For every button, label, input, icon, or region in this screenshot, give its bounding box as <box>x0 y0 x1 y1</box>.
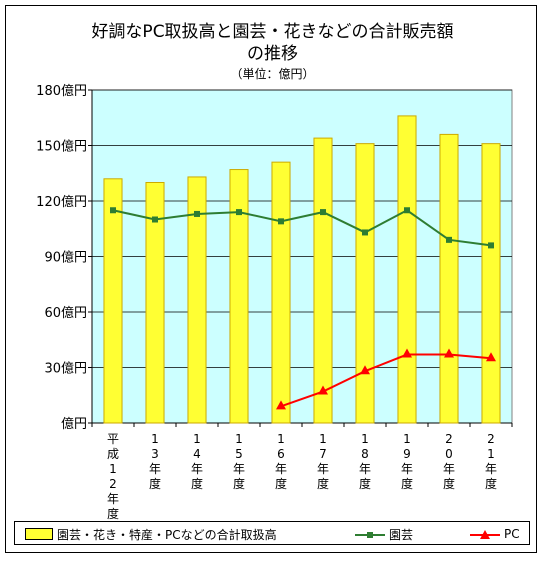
x-tick-label: 1 <box>235 432 243 446</box>
bar <box>355 143 375 424</box>
legend-swatch-pc <box>470 529 500 539</box>
x-tick-label: 9 <box>403 447 411 461</box>
x-tick-label: 年 <box>401 462 413 476</box>
x-tick-label: 1 <box>319 432 327 446</box>
x-tick-label: 度 <box>107 506 119 521</box>
pc-point <box>402 348 412 358</box>
x-tick-label: 成 <box>107 447 119 461</box>
legend-label-engei: 園芸 <box>389 527 414 542</box>
engei-line <box>112 209 492 247</box>
bar <box>271 161 291 424</box>
bar <box>313 137 333 424</box>
y-tick-label: 60億円 <box>44 305 87 321</box>
x-tick-label: 度 <box>401 476 413 491</box>
x-tick-label: 1 <box>403 432 411 446</box>
x-tick-label: 年 <box>317 462 329 476</box>
x-tick-label: 度 <box>443 476 455 491</box>
bar <box>229 169 249 424</box>
x-tick-label: 7 <box>319 447 327 461</box>
chart-title-line1: 好調なPC取扱高と園芸・花きなどの合計販売額 <box>91 22 454 42</box>
pc-point <box>360 365 370 375</box>
x-tick-label: 年 <box>443 462 455 476</box>
x-tick-label: 4 <box>193 447 201 461</box>
engei-point <box>152 216 158 223</box>
bar <box>481 143 501 424</box>
x-tick-label: 度 <box>359 476 371 491</box>
x-tick-label: 年 <box>191 462 203 476</box>
legend-swatch-bar <box>25 528 53 540</box>
legend-item-pc: PC <box>470 526 520 542</box>
chart-title-line2: の推移 <box>247 44 298 64</box>
x-tick-label: 6 <box>277 447 285 461</box>
x-tick-label: 1 <box>151 432 159 446</box>
x-tick-label: 0 <box>445 447 453 461</box>
x-tick-label: 度 <box>149 476 161 491</box>
pc-point <box>486 352 496 362</box>
engei-point <box>320 209 326 216</box>
pc-point <box>276 400 286 410</box>
x-tick-label: 年 <box>149 462 161 476</box>
pc-point <box>444 348 454 358</box>
y-tick-label: 30億円 <box>44 361 87 377</box>
chart-unit-note: （単位：億円） <box>230 67 315 81</box>
x-tick-label: 1 <box>109 462 117 476</box>
x-tick-label: 度 <box>275 476 287 491</box>
x-tick-label: 平 <box>107 432 119 446</box>
engei-point <box>362 229 368 236</box>
x-tick-label: 年 <box>275 462 287 476</box>
x-tick-label: 年 <box>359 462 371 476</box>
x-tick-label: 2 <box>109 477 117 491</box>
engei-point <box>446 236 452 243</box>
y-tick-label: 120億円 <box>36 194 87 210</box>
x-tick-label: 8 <box>361 447 369 461</box>
x-tick-label: 1 <box>277 432 285 446</box>
x-tick-label: 度 <box>485 476 497 491</box>
x-tick-label: 1 <box>193 432 201 446</box>
x-tick-label: 度 <box>191 476 203 491</box>
x-tick-label: 年 <box>233 462 245 476</box>
x-tick-label: 2 <box>487 432 495 446</box>
x-tick-label: 3 <box>151 447 159 461</box>
chart-legend: 園芸・花き・特産・PCなどの合計取扱高 園芸 PC <box>14 521 530 545</box>
bar <box>439 133 459 424</box>
y-tick-label: 億円 <box>61 416 87 432</box>
x-tick-label: 度 <box>317 476 329 491</box>
pc-line <box>280 353 492 408</box>
bar <box>103 178 123 424</box>
legend-label-pc: PC <box>504 527 520 541</box>
x-tick-label: 1 <box>487 447 495 461</box>
bar <box>187 176 207 424</box>
pc-point <box>318 385 328 395</box>
y-tick-label: 180億円 <box>36 83 87 99</box>
engei-point <box>488 242 494 249</box>
engei-point <box>194 210 200 217</box>
legend-swatch-engei <box>355 529 385 539</box>
legend-label-total: 園芸・花き・特産・PCなどの合計取扱高 <box>57 527 277 542</box>
x-tick-label: 5 <box>235 447 243 461</box>
x-tick-label: 1 <box>361 432 369 446</box>
y-tick-label: 150億円 <box>36 139 87 155</box>
engei-point <box>278 218 284 225</box>
engei-point <box>236 209 242 216</box>
x-tick-label: 年 <box>485 462 497 476</box>
x-tick-label: 2 <box>445 432 453 446</box>
legend-item-total: 園芸・花き・特産・PCなどの合計取扱高 <box>25 526 277 542</box>
legend-item-engei: 園芸 <box>355 526 413 542</box>
bar <box>397 115 417 424</box>
engei-point <box>110 207 116 214</box>
x-tick-label: 度 <box>233 476 245 491</box>
x-tick-label: 年 <box>107 492 119 506</box>
bar <box>145 182 165 424</box>
engei-point <box>404 207 410 214</box>
y-tick-label: 90億円 <box>44 250 87 266</box>
